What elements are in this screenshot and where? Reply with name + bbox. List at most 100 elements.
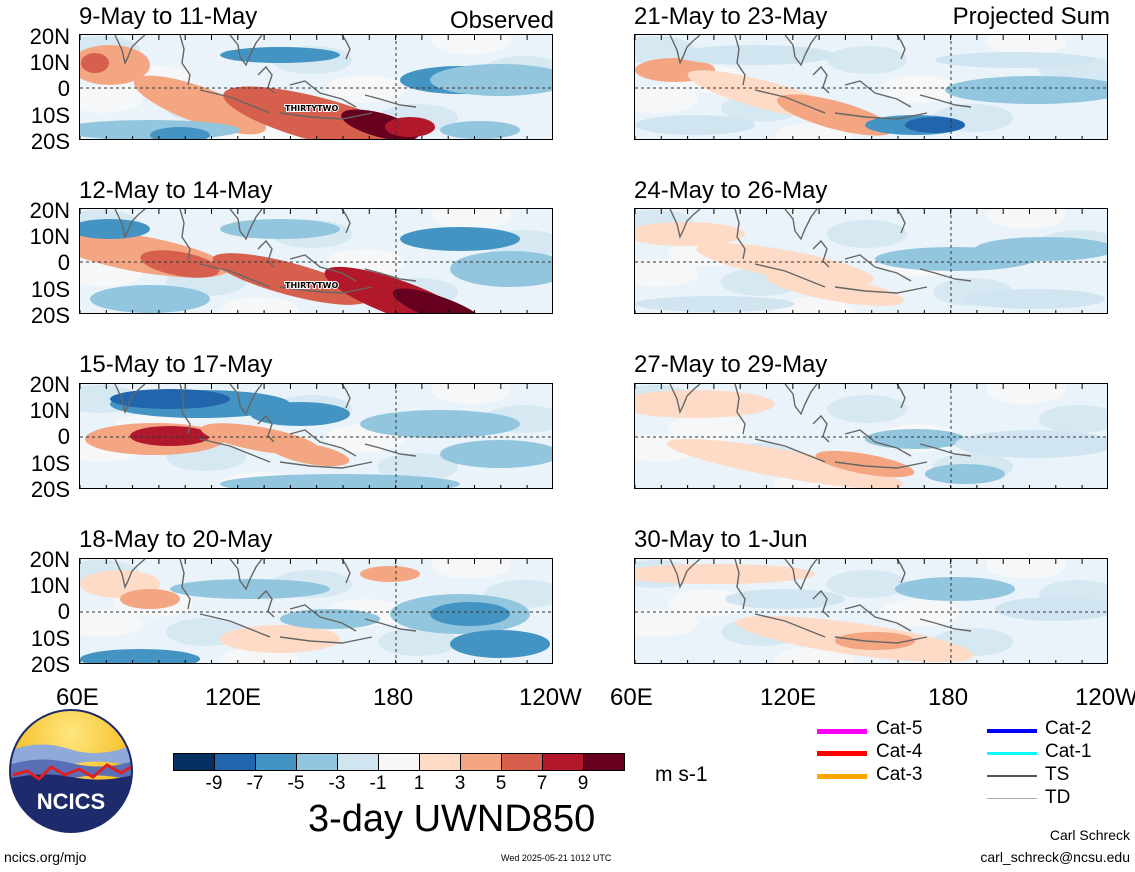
anomaly-region [120, 589, 180, 609]
coastline [669, 384, 701, 415]
coastline [844, 429, 912, 457]
lat-label: 20S [30, 129, 70, 154]
lon-label: 180 [373, 684, 414, 711]
coastline [279, 112, 373, 120]
anomaly-region [766, 272, 904, 306]
legend-label-cat2: Cat-2 [1045, 718, 1092, 739]
colorbar-tick-label: -3 [328, 773, 346, 794]
coastline [341, 559, 351, 584]
legend-swatch-td [987, 798, 1037, 799]
colorbar-swatch [419, 753, 461, 771]
projected-sum-label: Projected Sum [952, 3, 1110, 30]
coastline [179, 35, 191, 86]
lon-label: 120W [1075, 684, 1135, 711]
panel-title-7: 27-May to 29-May [634, 351, 828, 378]
anomaly-region [925, 464, 1005, 484]
panel-title-2: 12-May to 14-May [79, 177, 273, 204]
anomaly-field: THIRTYTWO [80, 209, 552, 313]
panel-title-5: 21-May to 23-May [634, 3, 828, 30]
coastline [199, 263, 271, 288]
lon-label: 60E [56, 684, 99, 711]
anomaly-region [440, 121, 520, 139]
anomaly-region [666, 439, 904, 488]
coastline [844, 254, 912, 282]
coastline [229, 559, 263, 591]
colorbar-swatch [173, 753, 215, 771]
coastline [919, 94, 972, 108]
colorbar-swatch [337, 753, 379, 771]
coastline [669, 209, 701, 240]
map-panel-8 [634, 558, 1108, 664]
colorbar-swatch [460, 753, 502, 771]
anomaly-region [360, 410, 520, 438]
coastline [179, 559, 191, 610]
coastline [896, 35, 906, 60]
anomaly-region [270, 441, 350, 467]
legend-label-cat1: Cat-1 [1045, 741, 1092, 762]
coastline [844, 604, 912, 632]
legend-swatch-cat2 [987, 729, 1037, 733]
anomaly-region [895, 577, 1015, 601]
panel-title-6: 24-May to 26-May [634, 177, 828, 204]
map-panel-2: THIRTYTWO [79, 208, 553, 314]
coastline [812, 239, 830, 268]
anomaly-region [220, 625, 340, 653]
lat-label: 10N [29, 50, 70, 75]
anomaly-region [220, 474, 460, 488]
panel-title-8: 30-May to 1-Jun [634, 526, 808, 553]
lon-label: 60E [610, 684, 653, 711]
coastline [734, 35, 746, 86]
coastline [896, 209, 906, 234]
coastline [279, 636, 373, 644]
coastline [257, 414, 275, 443]
colorbar-tick-label: -7 [246, 773, 264, 794]
lat-label: 10S [30, 451, 70, 476]
coastline [919, 443, 972, 457]
ncics-logo: NCICS [9, 709, 133, 833]
coastline [179, 209, 191, 260]
coastline [229, 209, 263, 241]
colorbar-tick-label: 7 [536, 773, 548, 794]
anomaly-region [440, 440, 552, 468]
lat-label: 20N [29, 372, 70, 397]
anomaly-region [635, 115, 755, 135]
storm-name-label: THIRTYTWO [285, 104, 338, 113]
coastline [289, 604, 357, 632]
coastline [114, 209, 146, 240]
anomaly-region [905, 117, 965, 133]
coastline [199, 89, 271, 114]
anomaly-region [250, 402, 350, 426]
colorbar-swatch [542, 753, 584, 771]
lat-label: 10S [30, 277, 70, 302]
panel-title-3: 15-May to 17-May [79, 351, 273, 378]
lat-label: 0 [57, 424, 70, 449]
anomaly-field [635, 559, 1107, 663]
coastline [279, 286, 373, 294]
coastline [834, 112, 928, 120]
coastline [257, 589, 275, 618]
coastline [289, 254, 357, 282]
anomaly-region [430, 602, 510, 626]
anomaly-region [80, 649, 200, 663]
anomaly-field: THIRTYTWO [80, 35, 552, 139]
anomaly-region [675, 45, 835, 65]
coastline [784, 384, 818, 416]
lat-label: 0 [57, 76, 70, 101]
anomaly-region [815, 450, 915, 478]
coastline [812, 589, 830, 618]
coastline [669, 35, 701, 66]
anomaly-region [223, 86, 417, 139]
coastline [289, 80, 357, 108]
coastline [179, 384, 191, 435]
anomaly-region [955, 430, 1107, 458]
colorbar-units: m s-1 [655, 763, 708, 786]
coastline [834, 636, 928, 644]
legend-label-ts: TS [1045, 764, 1070, 785]
footer-email: carl_schreck@ncsu.edu [980, 849, 1130, 865]
lon-label: 120E [205, 684, 262, 711]
anomaly-region [995, 597, 1107, 621]
legend-swatch-cat4 [817, 751, 867, 756]
anomaly-region [725, 589, 845, 609]
colorbar-tick-label: -1 [369, 773, 387, 794]
legend-swatch-cat3 [817, 774, 867, 779]
